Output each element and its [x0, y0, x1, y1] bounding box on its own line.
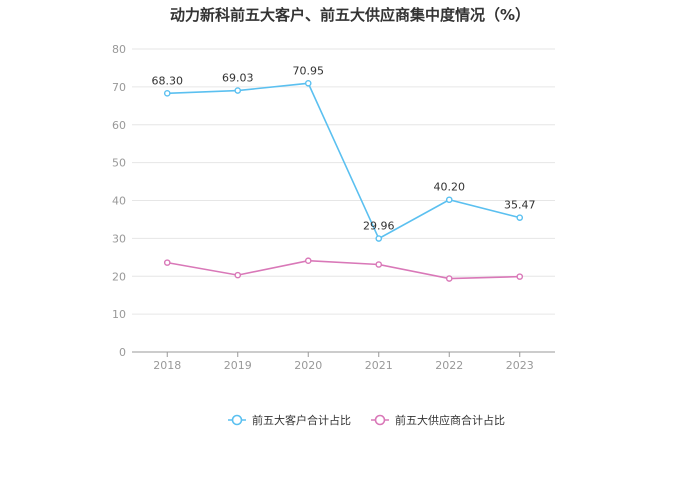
y-tick-label-30: 30: [112, 232, 126, 245]
data-point-0-2023: [516, 214, 524, 221]
x-tick-label-2018: 2018: [153, 359, 181, 372]
data-point-0-2022: [445, 196, 453, 204]
x-tick-label-2021: 2021: [365, 359, 393, 372]
data-point-1-2023: [516, 273, 524, 280]
data-label-0-2023: 35.47: [504, 199, 536, 212]
y-tick-label-0: 0: [119, 346, 126, 359]
legend: 前五大客户合计占比 前五大供应商合计占比: [228, 413, 505, 427]
y-tick-label-70: 70: [112, 81, 126, 94]
data-point-0-2018: [163, 90, 171, 97]
data-label-0-2018: 68.30: [152, 74, 184, 87]
x-tick-label-2023: 2023: [506, 359, 534, 372]
legend-item-0: 前五大客户合计占比: [228, 413, 351, 427]
data-point-1-2021: [375, 261, 383, 268]
series-line-0: [167, 82, 520, 240]
series-line-1: [167, 259, 520, 280]
y-tick-label-80: 80: [112, 43, 126, 56]
data-label-0-2021: 29.96: [363, 220, 395, 233]
y-tick-label-50: 50: [112, 157, 126, 170]
data-point-0-2020: [304, 79, 312, 87]
legend-marker-0: [231, 414, 243, 426]
data-point-0-2021: [375, 235, 383, 242]
x-tick-label-2020: 2020: [294, 359, 322, 372]
legend-label-1: 前五大供应商合计占比: [395, 413, 505, 427]
y-tick-label-60: 60: [112, 119, 126, 132]
data-point-1-2020: [304, 257, 312, 265]
x-tick-label-2022: 2022: [435, 359, 463, 372]
y-tick-label-40: 40: [112, 195, 126, 208]
x-tick-label-2019: 2019: [224, 359, 252, 372]
data-label-0-2019: 69.03: [222, 72, 254, 85]
data-point-0-2019: [234, 87, 242, 94]
legend-marker-1: [374, 414, 386, 426]
y-tick-label-20: 20: [112, 270, 126, 283]
chart-title: 动力新科前五大客户、前五大供应商集中度情况（%）: [169, 6, 531, 24]
legend-label-0: 前五大客户合计占比: [252, 413, 351, 427]
y-tick-label-10: 10: [112, 308, 126, 321]
data-label-0-2020: 70.95: [293, 64, 325, 77]
data-point-1-2019: [234, 271, 242, 279]
data-point-1-2018: [163, 259, 171, 266]
data-label-0-2022: 40.20: [434, 181, 466, 194]
data-point-1-2022: [445, 275, 453, 282]
legend-item-1: 前五大供应商合计占比: [371, 413, 505, 427]
